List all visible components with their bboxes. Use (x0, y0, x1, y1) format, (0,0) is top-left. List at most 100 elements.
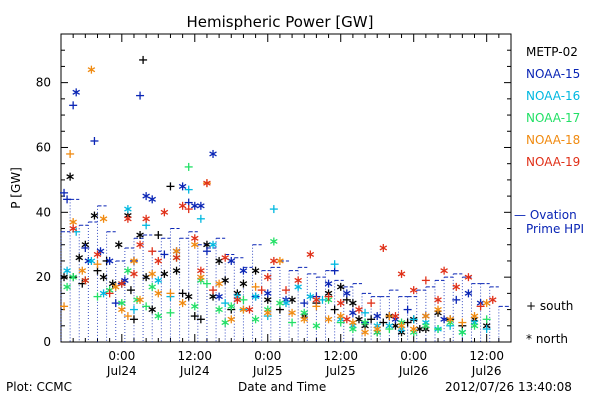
point-noaa-15-north (227, 256, 236, 265)
point-noaa-18-north (470, 312, 479, 321)
plot-frame (60, 33, 512, 343)
point-noaa-16-south (184, 185, 193, 194)
point-noaa-18-north (78, 266, 87, 275)
point-noaa-19-north (488, 295, 497, 304)
point-noaa-16-north (154, 276, 163, 285)
x-axis-title: Date and Time (238, 380, 327, 394)
x-tick-label-time: 0:00 (400, 349, 427, 363)
point-metp-02-north (114, 240, 123, 249)
point-noaa-19-north (464, 273, 473, 282)
point-noaa-15-north (373, 312, 382, 321)
point-noaa-15-north (239, 266, 248, 275)
point-noaa-17-north (458, 328, 467, 337)
point-noaa-18-north (178, 299, 187, 308)
point-noaa-19-north (81, 276, 90, 285)
point-noaa-18-north (99, 214, 108, 223)
point-noaa-17-south (385, 325, 394, 334)
point-noaa-16-north (251, 292, 260, 301)
point-noaa-19-south (476, 302, 485, 311)
point-metp-02-south (154, 231, 163, 240)
point-noaa-19-north (93, 250, 102, 259)
legend-north-symbol: * north (526, 332, 568, 346)
point-metp-02-north (148, 305, 157, 314)
point-noaa-16-south (330, 260, 339, 269)
point-noaa-18-north (409, 325, 418, 334)
point-noaa-15-north (121, 276, 129, 285)
point-noaa-18-north (87, 65, 96, 74)
point-noaa-18-north (136, 295, 144, 304)
point-noaa-16-south (318, 295, 327, 304)
point-noaa-17-north (276, 299, 284, 308)
point-noaa-19-north (379, 243, 388, 252)
point-metp-02-north (136, 231, 144, 240)
point-noaa-15-north (84, 256, 93, 265)
point-noaa-18-north (349, 318, 357, 327)
point-metp-02-north (75, 253, 84, 262)
point-noaa-18-south (458, 318, 467, 327)
point-noaa-17-north (190, 302, 199, 311)
point-noaa-16-north (282, 299, 290, 308)
point-noaa-17-south (93, 292, 102, 301)
point-noaa-17-south (202, 279, 211, 288)
point-noaa-16-north (209, 240, 217, 249)
point-noaa-18-north (446, 315, 454, 324)
point-noaa-16-south (482, 325, 491, 334)
point-noaa-17-south (239, 295, 248, 304)
y-tick-label: 40 (36, 205, 51, 219)
point-noaa-17-north (215, 305, 223, 314)
point-noaa-19-north (397, 269, 406, 278)
point-noaa-17-north (470, 321, 479, 330)
point-noaa-16-south (361, 308, 370, 317)
point-noaa-16-south (221, 299, 230, 308)
point-noaa-19-north (160, 208, 169, 217)
point-noaa-19-north (270, 256, 278, 265)
x-tick-label-date: Jul25 (325, 364, 356, 378)
x-tick-label-time: 12:00 (177, 349, 212, 363)
point-noaa-19-north (136, 240, 144, 249)
y-tick-label: 60 (36, 140, 51, 154)
chart-title: Hemispheric Power [GW] (187, 13, 374, 31)
point-metp-02-north (415, 325, 424, 334)
point-noaa-15-north (190, 201, 199, 210)
point-noaa-15-north (96, 247, 105, 256)
point-noaa-16-north (124, 205, 132, 214)
point-noaa-15-south (202, 247, 211, 256)
point-noaa-19-south (324, 292, 333, 301)
point-metp-02-north (160, 269, 169, 278)
point-noaa-18-north (288, 308, 296, 317)
legend-south-symbol: + south (526, 299, 573, 313)
point-noaa-19-south (105, 289, 114, 298)
point-noaa-17-north (148, 282, 157, 291)
point-noaa-18-south (385, 312, 394, 321)
x-tick-label-date: Jul26 (398, 364, 429, 378)
point-metp-02-north (251, 266, 260, 275)
point-noaa-15-north (324, 279, 333, 288)
point-noaa-19-north (142, 214, 150, 223)
point-noaa-19-north (190, 234, 199, 243)
point-noaa-15-south (403, 305, 412, 314)
point-metp-02-south (126, 286, 135, 295)
point-noaa-15-south (60, 188, 69, 197)
point-metp-02-south (178, 289, 187, 298)
point-noaa-15-north (464, 289, 473, 298)
point-metp-02-north (142, 273, 150, 282)
point-noaa-19-north (172, 253, 181, 262)
point-noaa-18-south (60, 302, 69, 311)
point-noaa-19-north (178, 201, 187, 210)
point-noaa-17-north (63, 282, 71, 291)
point-noaa-16-south (129, 305, 138, 314)
point-noaa-17-north (221, 318, 229, 327)
point-noaa-19-north (245, 305, 254, 314)
point-noaa-18-north (422, 312, 430, 321)
point-metp-02-south (196, 315, 205, 324)
point-noaa-19-south (257, 286, 266, 295)
point-noaa-16-north (306, 292, 315, 301)
point-metp-02-south (379, 318, 388, 327)
x-tick-label-time: 12:00 (469, 349, 504, 363)
point-noaa-18-north (154, 289, 163, 298)
point-metp-02-north (108, 279, 117, 288)
point-noaa-16-south (409, 315, 418, 324)
point-noaa-19-north (221, 253, 229, 262)
x-tick-label-date: Jul24 (106, 364, 137, 378)
point-noaa-15-south (111, 299, 120, 308)
